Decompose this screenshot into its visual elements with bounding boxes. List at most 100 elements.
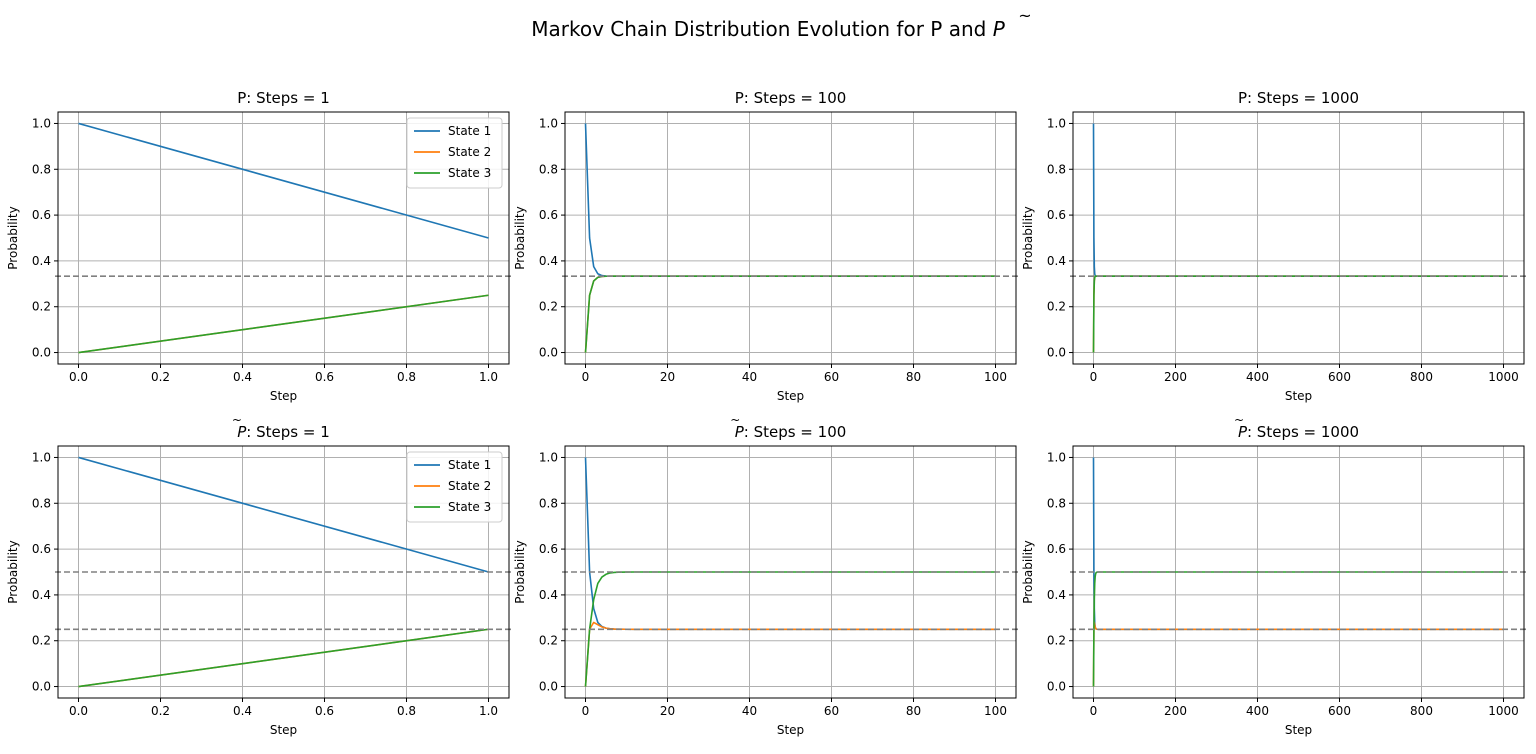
y-tick-label: 0.4 — [32, 588, 51, 602]
y-tick-label: 0.0 — [32, 346, 51, 360]
subplot-title-suffix: : Steps = 100 — [744, 423, 847, 441]
y-axis-label: Probability — [6, 540, 20, 603]
plot-area — [1092, 123, 1504, 353]
series-line-state-1 — [78, 122, 489, 239]
x-tick-label: 1000 — [1488, 704, 1519, 718]
series-line-state-1 — [1092, 457, 1504, 631]
y-tick-label: 0.0 — [1047, 346, 1066, 360]
x-axis-label: Step — [777, 389, 804, 403]
axes-frame — [564, 445, 1017, 699]
y-tick-label: 0.6 — [32, 208, 51, 222]
x-tick-label: 40 — [742, 370, 757, 384]
legend-box — [406, 451, 503, 523]
subplot-title-suffix: Steps = 1000 — [1257, 89, 1359, 107]
y-tick-label: 1.0 — [32, 116, 51, 130]
series-line-state-3 — [1092, 275, 1504, 353]
y-tick-label: 0.8 — [539, 496, 558, 510]
x-tick-label: 100 — [984, 704, 1007, 718]
x-tick-label: 600 — [1328, 704, 1351, 718]
subplot-3: 0 200 400 600 800 1000 0.0 0.2 0.4 0.6 0.8 1.0 P: St… — [1021, 89, 1527, 403]
y-tick-label: 1.0 — [1047, 450, 1066, 464]
y-tick-label: 0.0 — [539, 680, 558, 694]
y-tick-label: 0.4 — [1047, 254, 1066, 268]
x-axis-label: Step — [270, 389, 297, 403]
y-tick-label: 0.4 — [32, 254, 51, 268]
y-tick-label: 0.8 — [1047, 496, 1066, 510]
subplot-title: P: Steps = 1000 — [1238, 423, 1359, 441]
y-tick-label: 0.2 — [1047, 300, 1066, 314]
y-tick-label: 0.2 — [539, 634, 558, 648]
series-line-state-1 — [1092, 123, 1504, 277]
x-tick-label: 0.4 — [233, 370, 252, 384]
y-tick-label: 0.8 — [1047, 162, 1066, 176]
x-tick-label: 800 — [1410, 370, 1433, 384]
x-tick-label: 0.8 — [397, 370, 416, 384]
x-tick-label: 1.0 — [479, 704, 498, 718]
subplot-title: P: Steps = 1 — [237, 89, 330, 107]
y-tick-label: 0.2 — [32, 300, 51, 314]
subplot-title-suffix: Steps = 100 — [754, 89, 847, 107]
legend-label-state-1: State 1 — [448, 124, 491, 138]
y-tick-label: 1.0 — [1047, 116, 1066, 130]
figure-title-tilde: ~ — [1018, 6, 1031, 25]
y-tick-label: 0.6 — [1047, 542, 1066, 556]
legend-label-state-2: State 2 — [448, 145, 491, 159]
subplot-2: 0 20 40 60 80 100 0.0 0.2 0.4 0.6 0.8 1.0 P: Steps =… — [513, 89, 1019, 403]
x-tick-label: 0.0 — [69, 370, 88, 384]
legend-label-state-3: State 3 — [448, 166, 491, 180]
series-line-state-2 — [1092, 621, 1504, 687]
x-axis-label: Step — [1285, 723, 1312, 737]
y-tick-label: 0.4 — [539, 254, 558, 268]
subplot-title-symbol: P: — [735, 89, 754, 107]
plot-area — [78, 456, 489, 688]
figure-title-prefix: Markov Chain Distribution Evolution for … — [531, 17, 992, 41]
series-line-state-2 — [1092, 275, 1504, 353]
series-line-state-1 — [584, 457, 996, 631]
subplot-title-suffix: : Steps = 1 — [246, 423, 329, 441]
y-tick-label: 0.4 — [539, 588, 558, 602]
subplot-title-suffix: Steps = 1 — [256, 89, 330, 107]
x-tick-label: 400 — [1246, 704, 1269, 718]
y-axis-label: Probability — [513, 206, 527, 269]
x-tick-label: 1000 — [1488, 370, 1519, 384]
y-axis-label: Probability — [6, 206, 20, 269]
legend-box — [406, 117, 503, 189]
subplot-title: P: Steps = 1000 — [1238, 89, 1359, 107]
axes-frame — [57, 111, 510, 365]
x-tick-label: 0.0 — [69, 704, 88, 718]
y-axis-label: Probability — [1021, 206, 1035, 269]
y-tick-label: 0.2 — [1047, 634, 1066, 648]
x-tick-label: 1.0 — [479, 370, 498, 384]
subplot-6: 0 200 400 600 800 1000 0.0 0.2 0.4 0.6 0.8 1.0 P: St… — [1021, 413, 1527, 737]
x-tick-label: 0.6 — [315, 370, 334, 384]
x-tick-label: 0 — [1090, 370, 1098, 384]
y-tick-label: 0.8 — [32, 162, 51, 176]
y-tick-label: 1.0 — [539, 116, 558, 130]
plot-area — [78, 122, 489, 354]
axes-frame — [1072, 445, 1525, 699]
y-tick-label: 0.6 — [539, 542, 558, 556]
x-tick-label: 20 — [660, 704, 675, 718]
legend-label-state-3: State 3 — [448, 500, 491, 514]
x-tick-label: 200 — [1164, 704, 1187, 718]
x-tick-label: 60 — [824, 704, 839, 718]
x-tick-label: 40 — [742, 704, 757, 718]
subplot-1: 0.0 0.2 0.4 0.6 0.8 1.0 0.0 0.2 0.4 0.6 0.8 1.0 P: S… — [6, 89, 512, 403]
x-tick-label: 0 — [582, 370, 590, 384]
y-axis-label: Probability — [513, 540, 527, 603]
legend: State 1 State 2 State 3 — [406, 117, 503, 189]
subplot-title-tilde: ~ — [1234, 413, 1244, 427]
y-tick-label: 0.6 — [539, 208, 558, 222]
y-tick-label: 0.8 — [32, 496, 51, 510]
y-tick-label: 0.6 — [32, 542, 51, 556]
figure-title-symbol: P — [993, 17, 1006, 41]
subplot-title-symbol: P: — [1238, 89, 1257, 107]
y-tick-label: 0.0 — [32, 680, 51, 694]
series-line-state-2 — [584, 275, 996, 353]
x-tick-label: 200 — [1164, 370, 1187, 384]
x-axis-label: Step — [777, 723, 804, 737]
x-tick-label: 0.6 — [315, 704, 334, 718]
x-tick-label: 60 — [824, 370, 839, 384]
x-tick-label: 400 — [1246, 370, 1269, 384]
x-tick-label: 800 — [1410, 704, 1433, 718]
